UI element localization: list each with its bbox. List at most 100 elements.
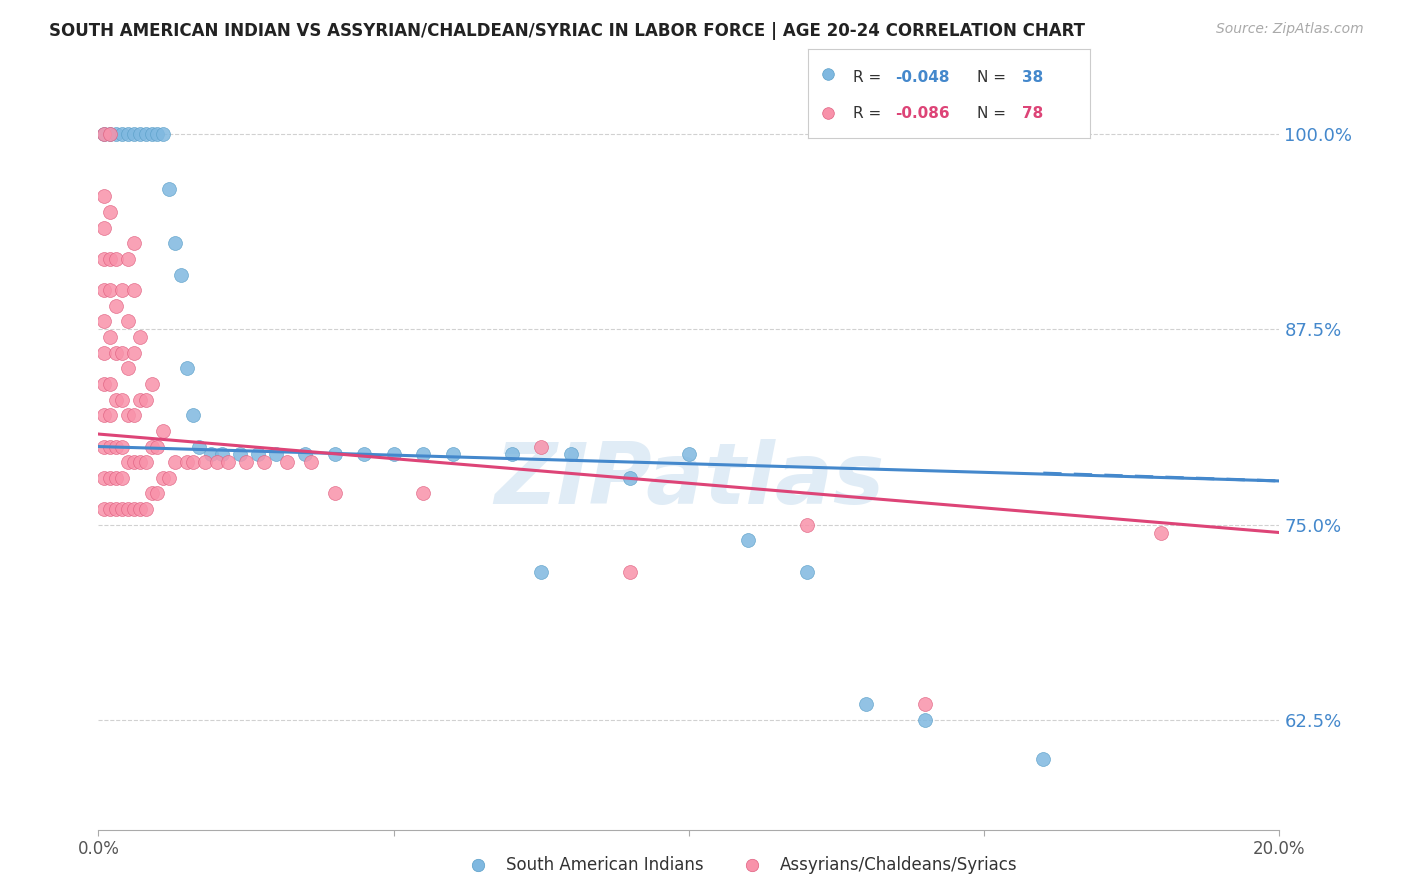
Point: [128, 127, 150, 141]
Point: [146, 486, 169, 500]
Point: [229, 447, 252, 461]
Point: [111, 471, 134, 485]
Point: [152, 127, 174, 141]
Point: [122, 283, 145, 297]
Point: [170, 268, 193, 282]
Point: [93, 377, 115, 392]
Point: [412, 486, 434, 500]
Text: -0.086: -0.086: [896, 106, 950, 120]
Point: [135, 502, 157, 516]
Point: [181, 455, 204, 469]
Point: [217, 455, 239, 469]
Point: [181, 409, 204, 423]
Point: [93, 252, 115, 266]
Point: [157, 471, 180, 485]
Point: [128, 330, 150, 344]
Point: [128, 392, 150, 407]
Point: [187, 440, 209, 454]
Text: -0.048: -0.048: [896, 70, 950, 85]
Point: [98, 440, 121, 454]
Point: [152, 424, 174, 438]
Point: [111, 127, 134, 141]
Point: [93, 127, 115, 141]
Point: [467, 858, 489, 872]
Point: [111, 392, 134, 407]
Text: South American Indians: South American Indians: [506, 856, 704, 874]
Point: [678, 447, 700, 461]
Point: [530, 440, 553, 454]
Point: [122, 409, 145, 423]
Point: [111, 440, 134, 454]
Point: [93, 314, 115, 328]
Point: [105, 392, 128, 407]
Point: [817, 67, 839, 81]
Point: [323, 486, 346, 500]
Point: [165, 455, 187, 469]
Point: [122, 127, 145, 141]
Point: [111, 502, 134, 516]
Text: 38: 38: [1022, 70, 1043, 85]
Point: [93, 471, 115, 485]
Point: [914, 698, 936, 712]
Point: [98, 127, 121, 141]
Text: SOUTH AMERICAN INDIAN VS ASSYRIAN/CHALDEAN/SYRIAC IN LABOR FORCE | AGE 20-24 COR: SOUTH AMERICAN INDIAN VS ASSYRIAN/CHALDE…: [49, 22, 1085, 40]
Point: [117, 455, 139, 469]
Point: [200, 447, 222, 461]
Text: R =: R =: [853, 70, 887, 85]
Point: [122, 502, 145, 516]
Point: [93, 409, 115, 423]
Point: [117, 409, 139, 423]
Point: [105, 345, 128, 359]
Text: Assyrians/Chaldeans/Syriacs: Assyrians/Chaldeans/Syriacs: [780, 856, 1018, 874]
Point: [323, 447, 346, 461]
Point: [276, 455, 298, 469]
Point: [441, 447, 464, 461]
Point: [135, 392, 157, 407]
Point: [111, 283, 134, 297]
Point: [93, 189, 115, 203]
Point: [211, 447, 233, 461]
Point: [152, 471, 174, 485]
Point: [194, 455, 217, 469]
Point: [141, 440, 163, 454]
Text: R =: R =: [853, 106, 887, 120]
Point: [98, 502, 121, 516]
Point: [176, 361, 198, 376]
Point: [294, 447, 316, 461]
Point: [128, 455, 150, 469]
Point: [264, 447, 287, 461]
Point: [353, 447, 375, 461]
Point: [105, 299, 128, 313]
Point: [98, 377, 121, 392]
Text: 78: 78: [1022, 106, 1043, 120]
Point: [619, 565, 641, 579]
Point: [299, 455, 322, 469]
Point: [117, 361, 139, 376]
Point: [141, 486, 163, 500]
Point: [128, 502, 150, 516]
Point: [98, 205, 121, 219]
Point: [741, 858, 763, 872]
Point: [146, 127, 169, 141]
Point: [93, 220, 115, 235]
Point: [98, 330, 121, 344]
Point: [619, 471, 641, 485]
Point: [93, 440, 115, 454]
Point: [111, 345, 134, 359]
Point: [105, 471, 128, 485]
Point: [382, 447, 405, 461]
Point: [117, 314, 139, 328]
Point: [737, 533, 759, 548]
Point: [530, 565, 553, 579]
Point: [117, 252, 139, 266]
Point: [135, 455, 157, 469]
Point: [501, 447, 523, 461]
Point: [93, 127, 115, 141]
Point: [253, 455, 276, 469]
Point: [246, 447, 269, 461]
Point: [98, 409, 121, 423]
Point: [98, 283, 121, 297]
Text: N =: N =: [977, 106, 1011, 120]
Point: [122, 236, 145, 251]
Point: [176, 455, 198, 469]
